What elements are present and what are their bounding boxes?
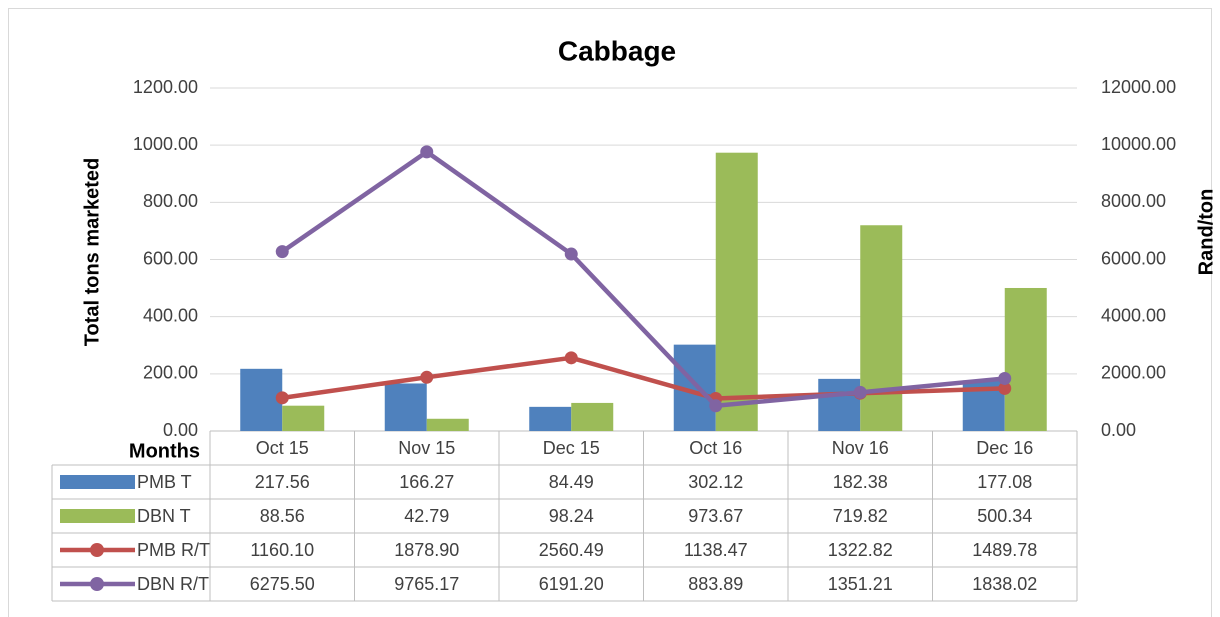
table-value: 88.56 bbox=[260, 506, 305, 526]
table-value: 9765.17 bbox=[394, 574, 459, 594]
bar bbox=[384, 383, 427, 431]
table-value: 719.82 bbox=[833, 506, 888, 526]
table-value: 1160.10 bbox=[250, 540, 314, 560]
y-tick-label: 1000.00 bbox=[133, 134, 198, 154]
legend-key bbox=[60, 475, 135, 489]
table-value: 500.34 bbox=[977, 506, 1032, 526]
y-tick-label: 1200.00 bbox=[133, 77, 198, 97]
y2-tick-label: 12000.00 bbox=[1101, 77, 1176, 97]
table-value: 166.27 bbox=[399, 472, 454, 492]
marker bbox=[420, 370, 434, 384]
marker bbox=[853, 385, 867, 399]
x-tick-label: Dec 16 bbox=[976, 438, 1033, 458]
marker bbox=[275, 245, 289, 259]
marker bbox=[275, 391, 289, 405]
y2-tick-label: 4000.00 bbox=[1101, 305, 1166, 325]
x-tick-label: Dec 15 bbox=[543, 438, 600, 458]
y2-tick-label: 0.00 bbox=[1101, 420, 1136, 440]
x-tick-label: Oct 16 bbox=[689, 438, 742, 458]
bar bbox=[715, 152, 758, 431]
y2-tick-label: 8000.00 bbox=[1101, 191, 1166, 211]
legend-key bbox=[90, 577, 104, 591]
x-axis-title: Months bbox=[129, 440, 200, 462]
x-tick-label: Oct 15 bbox=[256, 438, 309, 458]
bar bbox=[818, 378, 861, 431]
table-value: 1138.47 bbox=[684, 540, 748, 560]
legend-label: DBN T bbox=[137, 506, 191, 526]
table-value: 973.67 bbox=[688, 506, 743, 526]
table-value: 302.12 bbox=[688, 472, 743, 492]
table-value: 1838.02 bbox=[972, 574, 1037, 594]
line bbox=[281, 355, 1005, 401]
y-tick-label: 200.00 bbox=[143, 363, 198, 383]
y-tick-label: 800.00 bbox=[143, 191, 198, 211]
table-value: 1322.82 bbox=[828, 540, 893, 560]
y-axis-title: Total tons marketed bbox=[81, 158, 103, 347]
x-tick-label: Nov 16 bbox=[832, 438, 889, 458]
table-value: 883.89 bbox=[688, 574, 743, 594]
y2-tick-label: 10000.00 bbox=[1101, 134, 1176, 154]
bar bbox=[240, 368, 283, 431]
table-value: 217.56 bbox=[255, 472, 310, 492]
x-tick-label: Nov 15 bbox=[398, 438, 455, 458]
marker bbox=[564, 247, 578, 261]
bar bbox=[1004, 287, 1047, 431]
table-value: 6275.50 bbox=[250, 574, 315, 594]
bar bbox=[860, 225, 903, 431]
marker bbox=[420, 145, 434, 159]
table-value: 6191.20 bbox=[539, 574, 604, 594]
table-value: 2560.49 bbox=[539, 540, 604, 560]
legend-label: PMB R/T bbox=[137, 540, 210, 560]
legend-key bbox=[60, 509, 135, 523]
table-value: 98.24 bbox=[549, 506, 594, 526]
marker bbox=[998, 381, 1012, 395]
table-value: 177.08 bbox=[977, 472, 1032, 492]
table-value: 182.38 bbox=[833, 472, 888, 492]
y-tick-label: 0.00 bbox=[163, 420, 198, 440]
table-value: 1489.78 bbox=[972, 540, 1037, 560]
bar bbox=[282, 405, 325, 431]
table-value: 1878.90 bbox=[394, 540, 459, 560]
chart-border bbox=[8, 8, 1212, 617]
y2-tick-label: 2000.00 bbox=[1101, 363, 1166, 383]
y2-tick-label: 6000.00 bbox=[1101, 248, 1166, 268]
bar bbox=[529, 406, 572, 431]
table-value: 1351.21 bbox=[828, 574, 893, 594]
legend-key bbox=[90, 543, 104, 557]
legend-label: DBN R/T bbox=[137, 574, 209, 594]
marker bbox=[998, 371, 1012, 385]
marker bbox=[709, 399, 723, 413]
y-tick-label: 400.00 bbox=[143, 305, 198, 325]
bar bbox=[426, 418, 469, 431]
marker bbox=[564, 351, 578, 365]
table-value: 84.49 bbox=[549, 472, 594, 492]
chart-title: Cabbage bbox=[558, 35, 676, 66]
legend-label: PMB T bbox=[137, 472, 192, 492]
line bbox=[280, 149, 1005, 408]
y2-axis-title: Rand/ton bbox=[1195, 189, 1217, 276]
table-value: 42.79 bbox=[404, 506, 449, 526]
bar bbox=[571, 402, 614, 431]
y-tick-label: 600.00 bbox=[143, 248, 198, 268]
